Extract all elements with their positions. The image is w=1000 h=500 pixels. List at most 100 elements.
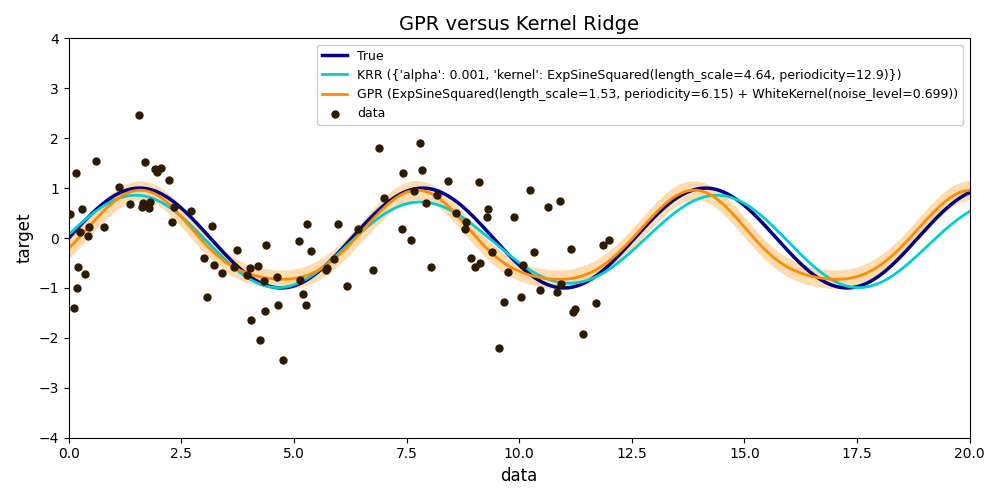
Line: KRR ({'alpha': 0.001, 'kernel': ExpSineSquared(length_scale=4.64, periodicity=12.9)}): KRR ({'alpha': 0.001, 'kernel': ExpSineS… xyxy=(69,195,970,288)
GPR (ExpSineSquared(length_scale=1.53, periodicity=6.15) + WhiteKernel(noise_level=0.699)) xyxy=(428,192,440,198)
data xyxy=(206,261,222,269)
data xyxy=(491,344,507,352)
data xyxy=(395,169,411,177)
data xyxy=(350,224,366,232)
Line: True: True xyxy=(69,188,970,288)
True xyxy=(155,190,167,196)
data xyxy=(164,218,180,226)
data xyxy=(552,198,568,205)
True xyxy=(681,189,693,195)
KRR ({'alpha': 0.001, 'kernel': ExpSineSquared(length_scale=4.64, periodicity=12.9)}): (15.6, 0.251): 0.001, 'kernel': ExpSineSquared(length_s… xyxy=(766,222,778,228)
True xyxy=(766,230,778,236)
data xyxy=(69,284,85,292)
data xyxy=(394,225,410,233)
data xyxy=(448,208,464,216)
data xyxy=(299,220,315,228)
data xyxy=(423,262,439,270)
data xyxy=(319,264,335,272)
KRR ({'alpha': 0.001, 'kernel': ExpSineSquared(length_scale=4.64, periodicity=12.9)}): (17.5, -0.994): 0.001, 'kernel': ExpSineSquared(length_s… xyxy=(853,284,865,290)
Title: GPR versus Kernel Ridge: GPR versus Kernel Ridge xyxy=(399,15,639,34)
data xyxy=(339,282,355,290)
True xyxy=(63,235,75,241)
data xyxy=(142,198,158,206)
data xyxy=(595,242,611,250)
KRR ({'alpha': 0.001, 'kernel': ExpSineSquared(length_scale=4.64, periodicity=12.9)}): (20, 0.533): 0.001, 'kernel': ExpSineSquared(length_s… xyxy=(964,208,976,214)
data xyxy=(250,262,266,270)
data xyxy=(467,263,483,271)
data xyxy=(153,164,169,172)
data xyxy=(513,293,529,301)
data xyxy=(252,336,268,344)
data xyxy=(406,187,422,195)
GPR (ExpSineSquared(length_scale=1.53, periodicity=6.15) + WhiteKernel(noise_level=0.699)) xyxy=(682,188,694,194)
data xyxy=(371,144,387,152)
data xyxy=(204,222,220,230)
data xyxy=(214,269,230,277)
True xyxy=(460,206,472,212)
data xyxy=(111,184,127,192)
data xyxy=(601,236,617,244)
data xyxy=(295,290,311,298)
data xyxy=(131,111,147,119)
data xyxy=(506,214,522,222)
data xyxy=(298,300,314,308)
data xyxy=(141,204,157,212)
data xyxy=(471,178,487,186)
data xyxy=(414,166,430,174)
data xyxy=(480,206,496,214)
data xyxy=(166,203,182,211)
data xyxy=(500,268,516,276)
data xyxy=(522,186,538,194)
data xyxy=(149,168,165,176)
True xyxy=(841,285,853,291)
data xyxy=(68,169,84,177)
data xyxy=(62,210,78,218)
data xyxy=(134,203,150,211)
data xyxy=(457,225,473,233)
data xyxy=(303,248,319,256)
GPR (ExpSineSquared(length_scale=1.53, periodicity=6.15) + WhiteKernel(noise_level=0.699)) xyxy=(767,254,779,260)
data xyxy=(496,298,512,306)
data xyxy=(326,255,342,263)
data xyxy=(137,158,153,166)
data xyxy=(563,245,579,253)
data xyxy=(96,224,112,232)
KRR ({'alpha': 0.001, 'kernel': ExpSineSquared(length_scale=4.64, periodicity=12.9)}): (0, 0.0712): 0.001, 'kernel': ExpSineSquared(length_s… xyxy=(63,232,75,237)
KRR ({'alpha': 0.001, 'kernel': ExpSineSquared(length_scale=4.64, periodicity=12.9)}): (1.48, 0.857): 0.001, 'kernel': ExpSineSquared(length_s… xyxy=(130,192,142,198)
data xyxy=(376,194,392,202)
data xyxy=(80,232,96,239)
data xyxy=(365,266,381,274)
GPR (ExpSineSquared(length_scale=1.53, periodicity=6.15) + WhiteKernel(noise_level=0.699)) xyxy=(155,194,167,200)
data xyxy=(403,236,419,244)
data xyxy=(226,264,242,272)
data xyxy=(532,286,548,294)
GPR (ExpSineSquared(length_scale=1.53, periodicity=6.15) + WhiteKernel(noise_level=0.699)) xyxy=(964,187,976,193)
data xyxy=(122,200,138,208)
data xyxy=(588,299,604,307)
data xyxy=(458,218,474,226)
data xyxy=(553,280,569,288)
data xyxy=(243,316,259,324)
GPR (ExpSineSquared(length_scale=1.53, periodicity=6.15) + WhiteKernel(noise_level=0.699)) xyxy=(783,265,795,271)
data xyxy=(199,293,215,301)
data xyxy=(291,237,307,245)
data xyxy=(575,330,591,338)
data xyxy=(258,241,274,249)
data xyxy=(540,204,556,212)
data xyxy=(275,356,291,364)
data xyxy=(66,304,82,312)
data xyxy=(472,259,488,267)
data xyxy=(88,157,104,165)
KRR ({'alpha': 0.001, 'kernel': ExpSineSquared(length_scale=4.64, periodicity=12.9)}): (8.11, 0.687): 0.001, 'kernel': ExpSineSquared(length_s… xyxy=(428,200,440,206)
KRR ({'alpha': 0.001, 'kernel': ExpSineSquared(length_scale=4.64, periodicity=12.9)}): (16, -0.0761): 0.001, 'kernel': ExpSineSquared(length_s… xyxy=(782,239,794,245)
data xyxy=(515,261,531,269)
data xyxy=(484,248,500,256)
data xyxy=(318,266,334,274)
data xyxy=(81,224,97,232)
GPR (ExpSineSquared(length_scale=1.53, periodicity=6.15) + WhiteKernel(noise_level=0.699)) xyxy=(63,246,75,252)
data xyxy=(256,277,272,285)
data xyxy=(161,176,177,184)
KRR ({'alpha': 0.001, 'kernel': ExpSineSquared(length_scale=4.64, periodicity=12.9)}): (8.83, 0.359): 0.001, 'kernel': ExpSineSquared(length_s… xyxy=(460,217,472,223)
data xyxy=(479,212,495,220)
data xyxy=(257,306,273,314)
